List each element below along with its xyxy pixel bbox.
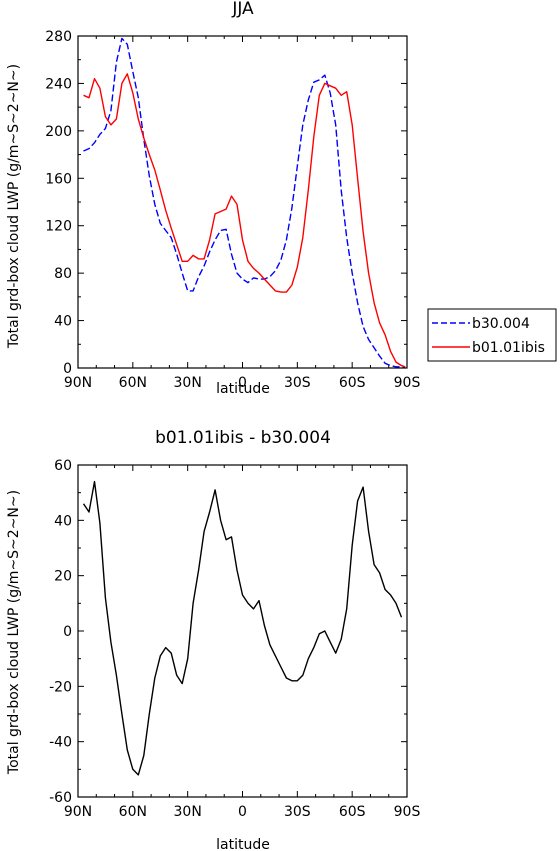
bottom-xtick-label: 30N	[174, 804, 202, 820]
bottom-ytick-label: 20	[54, 569, 72, 585]
top-xtick-label: 60S	[339, 375, 366, 391]
top-series-line-b30.004	[83, 37, 406, 368]
bottom-ytick-label: -40	[49, 735, 72, 751]
bottom-y-axis-label: Total grd-box cloud LWP (g/m~S~2~N~)	[6, 490, 22, 775]
top-series-group	[83, 37, 406, 368]
bottom-ytick-label: 0	[63, 624, 72, 640]
bottom-xtick-label: 90S	[394, 804, 421, 820]
bottom-x-axis-label: latitude	[216, 837, 270, 851]
bottom-xtick-label: 60N	[119, 804, 147, 820]
legend-label-b30: b30.004	[472, 316, 530, 332]
top-x-axis-label: latitude	[216, 381, 270, 397]
bottom-ytick-label: -20	[49, 679, 72, 695]
bottom-xtick-label: 60S	[339, 804, 366, 820]
top-ytick-label: 120	[45, 219, 72, 235]
bottom-chart-title: b01.01ibis - b30.004	[155, 428, 331, 448]
top-ytick-label: 80	[54, 266, 72, 282]
top-xtick-label: 90N	[64, 375, 92, 391]
bottom-xtick-label: 30S	[284, 804, 311, 820]
bottom-ytick-label: 40	[54, 513, 72, 529]
top-xtick-label: 90S	[394, 375, 421, 391]
top-xtick-label: 30N	[174, 375, 202, 391]
top-xtick-label: 60N	[119, 375, 147, 391]
legend-label-b01: b01.01ibis	[472, 340, 545, 356]
bottom-panel: b01.01ibis - b30.004 latitude Total grd-…	[6, 428, 420, 851]
top-ytick-label: 160	[45, 171, 72, 187]
bottom-series-group	[82, 480, 403, 776]
bottom-ytick-label: -60	[49, 790, 72, 806]
legend-box	[427, 308, 557, 362]
bottom-ytick-label: 60	[54, 458, 72, 474]
bottom-series-line-series-0	[82, 480, 403, 776]
top-tick-group: 0 40 80 120 160 200 240 280 90N 60N 30N 0 30S 60S 90S	[45, 29, 420, 391]
top-ytick-label: 240	[45, 76, 72, 92]
top-chart-title: JJA	[231, 0, 254, 19]
legend: b30.004 b01.01ibis	[427, 308, 557, 362]
top-panel: JJA latitude Total grd-box cloud LWP (g/…	[6, 0, 420, 397]
bottom-xtick-label: 0	[238, 804, 247, 820]
top-xtick-label: 30S	[284, 375, 311, 391]
top-plot-frame	[77, 35, 408, 369]
top-y-axis-label: Total grd-box cloud LWP (g/m~S~2~N~)	[6, 64, 22, 349]
bottom-plot-frame	[77, 464, 408, 798]
bottom-tick-group: -60 -40 -20 0 20 40 60 90N 60N 30N 0 30S 60S 90S	[49, 458, 420, 820]
top-ytick-label: 200	[45, 124, 72, 140]
bottom-xtick-label: 90N	[64, 804, 92, 820]
top-ytick-label: 280	[45, 29, 72, 45]
top-xtick-label: 0	[238, 375, 247, 391]
top-series-line-b01.01ibis	[83, 73, 406, 368]
top-ytick-label: 0	[63, 361, 72, 377]
top-ytick-label: 40	[54, 314, 72, 330]
